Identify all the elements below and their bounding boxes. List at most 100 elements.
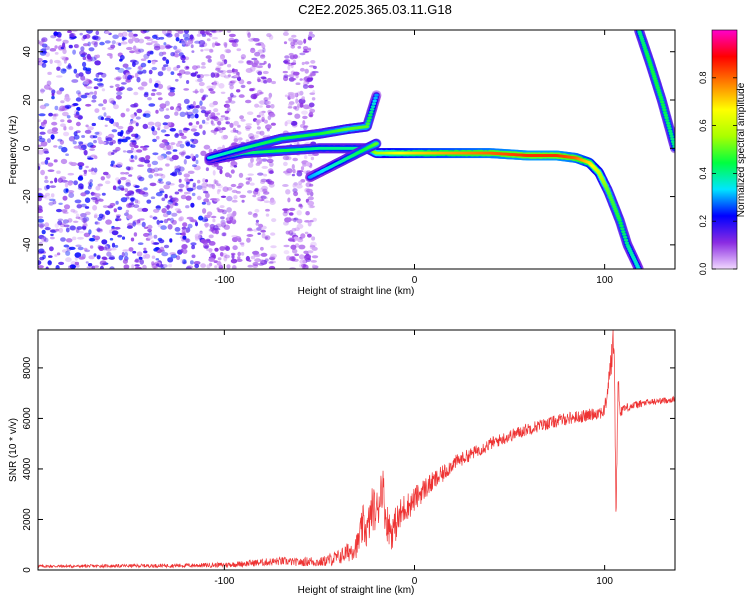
noise-speck (147, 224, 153, 230)
noise-speck (41, 37, 48, 43)
noise-speck (111, 230, 119, 236)
noise-speck (202, 208, 207, 214)
noise-speck (293, 191, 299, 197)
noise-speck (121, 82, 127, 85)
noise-speck (68, 265, 72, 269)
noise-speck (291, 34, 297, 38)
noise-speck (44, 195, 51, 200)
noise-speck (98, 198, 104, 202)
noise-speck (229, 122, 234, 128)
noise-speck (283, 250, 290, 255)
noise-speck (142, 192, 149, 197)
noise-speck (152, 242, 160, 245)
noise-speck (154, 121, 162, 128)
noise-speck (237, 256, 241, 260)
noise-speck (170, 52, 176, 57)
noise-speck (127, 125, 134, 131)
noise-speck (226, 30, 232, 33)
noise-speck (73, 145, 81, 149)
noise-speck (192, 101, 196, 107)
noise-speck (123, 264, 130, 269)
noise-speck (136, 70, 144, 75)
noise-speck (101, 107, 106, 111)
noise-speck (38, 193, 42, 197)
noise-speck (165, 108, 170, 111)
noise-speck (181, 54, 185, 59)
noise-speck (194, 113, 199, 119)
noise-speck (68, 136, 76, 142)
noise-speck (126, 150, 134, 154)
noise-speck (238, 60, 244, 64)
noise-speck (208, 248, 213, 253)
noise-speck (61, 146, 68, 153)
noise-speck (54, 52, 59, 55)
noise-speck (205, 192, 210, 199)
noise-speck (75, 121, 81, 127)
noise-speck (84, 129, 92, 134)
noise-speck (50, 35, 57, 39)
noise-speck (303, 125, 309, 128)
noise-speck (178, 151, 186, 156)
noise-speck (57, 138, 63, 142)
noise-speck (212, 100, 218, 106)
noise-speck (219, 63, 224, 67)
noise-speck (88, 47, 95, 52)
noise-speck (233, 69, 238, 73)
noise-speck (109, 255, 115, 260)
noise-speck (252, 261, 259, 267)
noise-speck (196, 185, 203, 190)
noise-speck (109, 266, 115, 269)
noise-speck (214, 127, 219, 132)
noise-speck (98, 245, 105, 251)
noise-speck (104, 117, 111, 121)
noise-speck (219, 117, 224, 122)
noise-speck (81, 217, 88, 223)
noise-speck (89, 179, 93, 183)
noise-speck (201, 33, 207, 37)
noise-speck (39, 131, 46, 135)
noise-speck (216, 183, 221, 186)
noise-speck (175, 37, 180, 42)
noise-speck (203, 144, 211, 150)
noise-speck (48, 201, 54, 206)
noise-speck (128, 247, 134, 252)
noise-speck (160, 174, 166, 179)
noise-speck (282, 208, 290, 212)
noise-speck (216, 112, 221, 116)
noise-speck (131, 264, 135, 269)
noise-speck (59, 222, 66, 225)
noise-speck (131, 133, 137, 137)
noise-speck (224, 172, 231, 178)
noise-speck (96, 255, 101, 260)
noise-speck (198, 40, 206, 46)
noise-speck (80, 192, 87, 197)
noise-speck (309, 244, 314, 250)
noise-speck (74, 252, 82, 258)
noise-speck (174, 53, 180, 58)
noise-speck (217, 70, 224, 73)
noise-speck (186, 187, 194, 192)
noise-speck (95, 54, 100, 59)
noise-speck (174, 208, 181, 212)
noise-speck (58, 202, 63, 205)
noise-speck (77, 162, 85, 167)
noise-speck (87, 55, 92, 60)
noise-speck (302, 84, 309, 89)
noise-speck (295, 98, 299, 104)
noise-speck (285, 230, 290, 235)
noise-speck (117, 218, 122, 221)
noise-speck (87, 126, 94, 131)
noise-speck (93, 253, 97, 257)
noise-speck (120, 176, 127, 181)
noise-speck (112, 34, 119, 40)
noise-speck (292, 59, 297, 66)
noise-speck (149, 168, 155, 174)
noise-speck (58, 45, 64, 51)
noise-speck (93, 86, 99, 90)
noise-speck (46, 138, 52, 144)
noise-speck (239, 194, 247, 199)
noise-speck (96, 131, 103, 136)
noise-speck (208, 241, 216, 246)
noise-speck (124, 172, 130, 175)
noise-speck (127, 74, 133, 80)
